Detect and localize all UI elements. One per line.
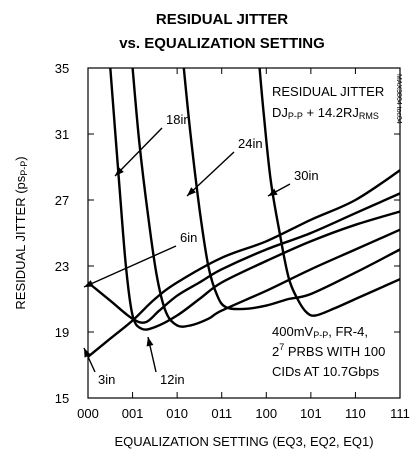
y-axis-label: RESIDUAL JITTER (psP-P)	[13, 156, 29, 309]
series-arrow-head-12in	[146, 337, 154, 347]
series-arrow-line-24in	[186, 151, 235, 197]
y-axis-ticks: 15 19 23 27 31 35	[55, 61, 400, 406]
x-tick-label: 101	[300, 406, 322, 421]
annotation-dj: DJ	[272, 105, 288, 120]
annotation-rms-sub: RMS	[359, 111, 379, 121]
series-arrow-head-24in	[187, 187, 196, 196]
y-tick-label: 15	[55, 391, 69, 406]
y-tick-label: 23	[55, 259, 69, 274]
watermark: MAX3804 toc04	[395, 74, 402, 124]
series-line-6in	[88, 192, 400, 324]
series-arrow-head-6in	[84, 280, 94, 287]
y-tick-label: 31	[55, 127, 69, 142]
y-tick-label: 19	[55, 325, 69, 340]
chart-title-line1: RESIDUAL JITTER	[156, 11, 288, 28]
series-label-6in: 6in	[180, 230, 197, 245]
series-arrow-head-30in	[268, 188, 278, 196]
series-arrow-line-18in	[114, 127, 163, 177]
series-arrow-head-3in	[84, 348, 91, 358]
annotation-conditions-line1: 400mVP-P, FR-4,	[272, 324, 368, 340]
annotation-formula-line2: DJP-P + 14.2RJRMS	[272, 105, 379, 121]
x-tick-label: 100	[255, 406, 277, 421]
plot-frame	[87, 67, 401, 399]
series-line-12in	[109, 68, 400, 331]
series-label-18in: 18in	[166, 112, 191, 127]
series-label-12in: 12in	[160, 372, 185, 387]
annotation-fr4: , FR-4,	[328, 324, 368, 339]
series-label-30in: 30in	[294, 168, 319, 183]
y-axis-label-end: )	[13, 156, 28, 160]
x-tick-label: 011	[211, 406, 232, 421]
x-tick-label: 010	[166, 406, 188, 421]
series-line-18in	[131, 68, 400, 328]
x-axis-label: EQUALIZATION SETTING (EQ3, EQ2, EQ1)	[114, 434, 373, 449]
annotation-dj-sub: P-P	[288, 111, 303, 121]
y-axis-label-sub: P-P	[19, 161, 29, 176]
y-axis-label-main: RESIDUAL JITTER (ps	[13, 175, 28, 309]
annotation-prbs-sup: 7	[279, 342, 284, 352]
x-tick-label: 000	[77, 406, 99, 421]
annotation-plus-rj: + 14.2RJ	[303, 105, 359, 120]
y-tick-label: 27	[55, 193, 69, 208]
series-curves	[88, 68, 400, 358]
annotation-mv-sub: P-P	[313, 330, 328, 340]
x-tick-label: 001	[122, 406, 144, 421]
series-label-3in: 3in	[98, 372, 115, 387]
x-tick-label: 110	[345, 406, 366, 421]
series-arrow-head-18in	[115, 167, 124, 176]
annotation-conditions-line3: CIDs AT 10.7Gbps	[272, 364, 380, 379]
series-labels: 3in 6in 12in 18in 24in 30in	[83, 112, 319, 387]
annotation-mv: 400mV	[272, 324, 314, 339]
annotation-conditions-line2: 27 PRBS WITH 100	[272, 342, 385, 359]
y-tick-label: 35	[55, 61, 69, 76]
series-line-30in	[258, 68, 400, 317]
annotation-formula-line1: RESIDUAL JITTER	[272, 84, 384, 99]
chart-title-line2: vs. EQUALIZATION SETTING	[119, 35, 325, 52]
series-line-24in	[182, 68, 400, 311]
annotation-prbs-base: 2	[272, 344, 279, 359]
series-line-3in	[88, 169, 400, 358]
annotation-prbs-rest: PRBS WITH 100	[284, 344, 385, 359]
series-arrow-line-6in	[83, 245, 177, 288]
series-label-24in: 24in	[238, 136, 263, 151]
x-tick-label: 111	[390, 406, 410, 421]
